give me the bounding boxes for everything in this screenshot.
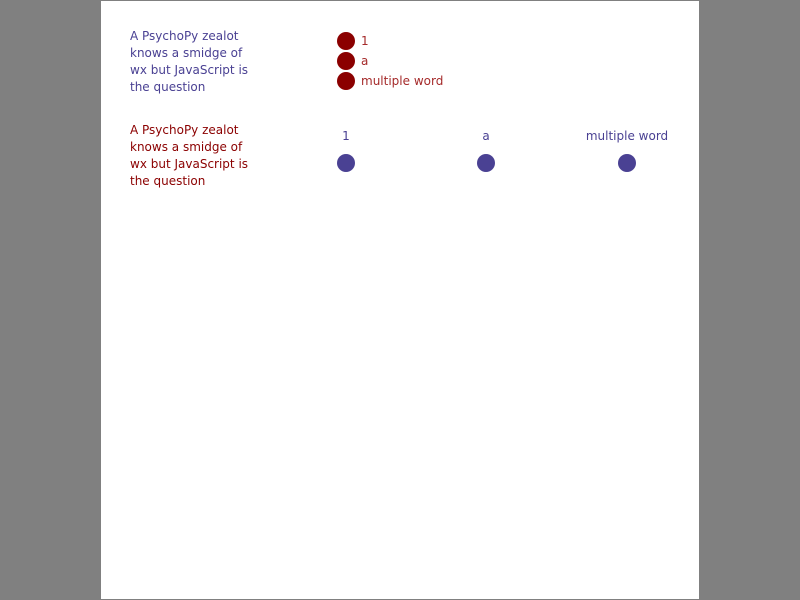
radio-button-icon[interactable] <box>337 154 355 172</box>
radio-option-label: 1 <box>342 129 350 143</box>
radio-option-label: multiple word <box>361 74 444 88</box>
radio-option-multiple-word[interactable]: multiple word <box>337 71 443 91</box>
radio-option-label: multiple word <box>585 129 669 143</box>
radio-button-icon[interactable] <box>337 52 355 70</box>
question-text-2: A PsychoPy zealot knows a smidge of wx b… <box>130 123 249 188</box>
radio-button-icon[interactable] <box>337 32 355 50</box>
radio-option-label: a <box>361 54 369 68</box>
radio-button-icon[interactable] <box>618 154 636 172</box>
radio-button-icon[interactable] <box>477 154 495 172</box>
experiment-canvas <box>101 1 699 599</box>
radio-option-1[interactable]: 1 <box>337 31 369 51</box>
radio-option-multiple-word[interactable]: multiple word <box>567 128 687 172</box>
radio-button-icon[interactable] <box>337 72 355 90</box>
radio-option-a[interactable]: a <box>337 51 368 71</box>
radio-option-a[interactable]: a <box>426 128 546 172</box>
radio-option-1[interactable]: 1 <box>286 128 406 172</box>
radio-option-label: a <box>482 129 490 143</box>
question-text-1: A PsychoPy zealot knows a smidge of wx b… <box>130 29 249 94</box>
radio-option-label: 1 <box>361 34 369 48</box>
